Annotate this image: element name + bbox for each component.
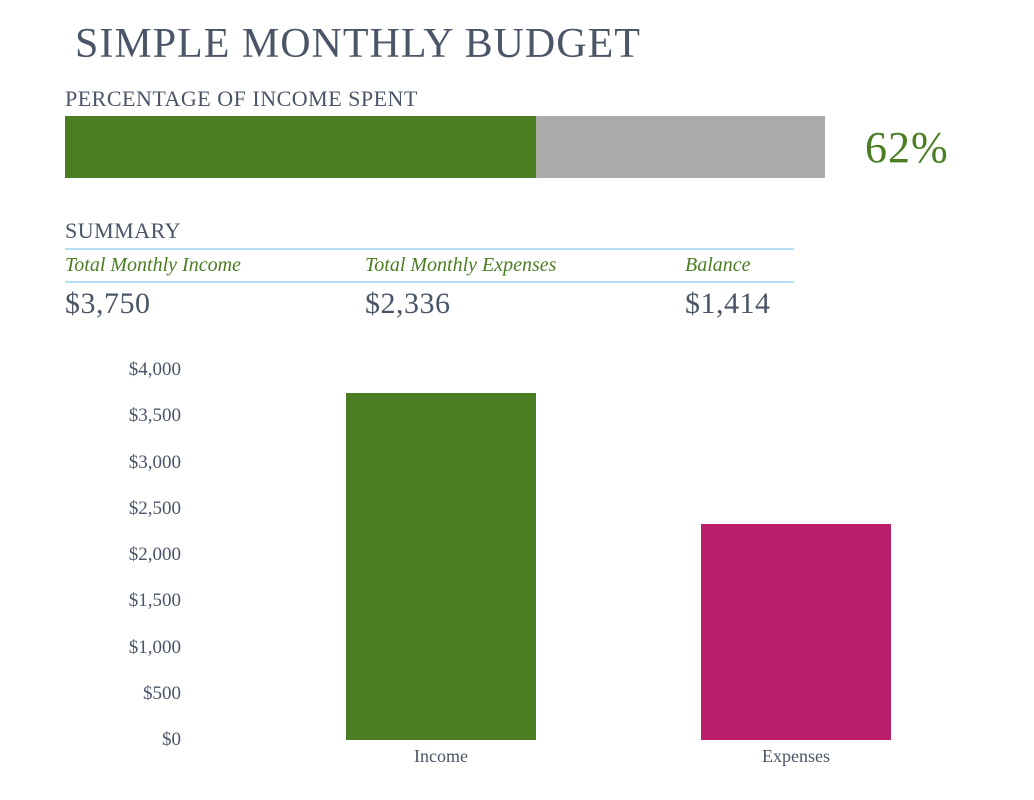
x-axis-label: Income (346, 746, 536, 767)
y-axis-label: $2,500 (129, 498, 181, 520)
bar-expenses (701, 524, 891, 740)
y-axis-label: $1,500 (129, 590, 181, 612)
summary-header-balance: Balance (685, 254, 794, 277)
bar-chart-plot: $0$500$1,000$1,500$2,000$2,500$3,000$3,5… (190, 370, 874, 740)
y-axis-label: $500 (143, 683, 181, 705)
y-axis-label: $4,000 (129, 359, 181, 381)
page-title: SIMPLE MONTHLY BUDGET (75, 20, 1004, 68)
summary-value-row: $3,750 $2,336 $1,414 (65, 283, 794, 325)
percentage-bar-fill (65, 116, 536, 178)
percentage-label: PERCENTAGE OF INCOME SPENT (65, 86, 1004, 112)
y-axis-label: $3,500 (129, 405, 181, 427)
y-axis-label: $1,000 (129, 637, 181, 659)
y-axis-label: $0 (162, 729, 181, 751)
x-axis-label: Expenses (701, 746, 891, 767)
y-axis-label: $2,000 (129, 544, 181, 566)
bar-chart: $0 $500 $1,000 $1,500 $2,000 $2,500 $3,000 $3,5… (75, 360, 874, 770)
summary-value-income: $3,750 (65, 287, 365, 321)
bar-income (346, 393, 536, 740)
summary-table: Total Monthly Income Total Monthly Expen… (65, 248, 794, 325)
summary-section: SUMMARY Total Monthly Income Total Month… (65, 218, 794, 325)
percentage-value: 62% (865, 122, 949, 173)
summary-title: SUMMARY (65, 218, 794, 244)
percentage-bar-track (65, 116, 825, 178)
y-axis-label: $3,000 (129, 452, 181, 474)
summary-value-expenses: $2,336 (365, 287, 685, 321)
percentage-row: 62% (65, 116, 1004, 178)
summary-header-expenses: Total Monthly Expenses (365, 254, 685, 277)
summary-header-row: Total Monthly Income Total Monthly Expen… (65, 248, 794, 283)
summary-value-balance: $1,414 (685, 287, 794, 321)
summary-header-income: Total Monthly Income (65, 254, 365, 277)
